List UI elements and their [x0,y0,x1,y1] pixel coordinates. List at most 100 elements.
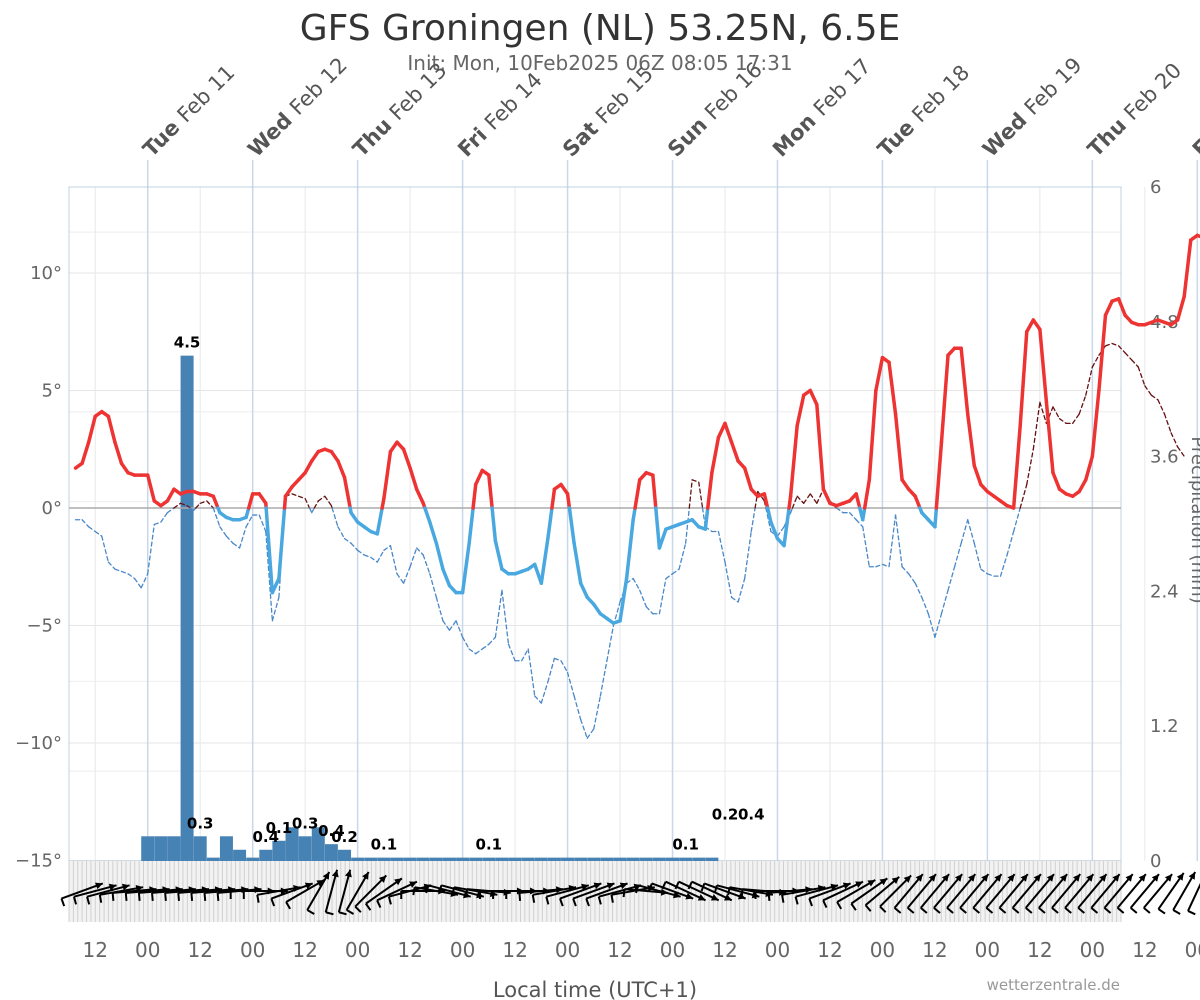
dewpoint-segment [1026,448,1034,486]
dewpoint-segment [1144,385,1153,396]
wind-feather [270,898,276,907]
wind-barb [1090,873,1121,914]
wind-feather [438,885,443,894]
temperature-series [73,233,1200,625]
temperature-segment [867,388,878,482]
wind-shaft [191,888,236,894]
precip-bar [561,857,575,861]
wind-feather [713,885,718,894]
temperature-segment [592,602,603,616]
wind-feather [648,883,653,892]
wind-shaft [637,884,681,898]
wind-barb [306,871,331,915]
wind-barb [998,873,1029,914]
dewpoint-segment [947,566,956,591]
wind-shaft [585,882,628,900]
wind-shaft [306,871,331,911]
dewpoint-segment [678,542,687,570]
wind-arrowhead [968,874,976,882]
wind-feather [794,896,799,905]
wind-shaft [73,884,117,898]
wind-arrowhead [1138,874,1146,882]
wind-shaft [61,882,104,900]
temperature-segment [408,466,419,491]
wind-barb [906,873,937,914]
temperature-segment [467,506,475,545]
wind-feather [1011,907,1020,914]
wind-arrowhead [1125,874,1133,882]
temperature-segment [710,435,721,475]
dewpoint-segment [599,660,608,697]
temperature-segment [788,424,799,498]
precip-bar [193,836,207,861]
dewpoint-segment [765,507,772,533]
wind-feather [879,905,887,913]
wind-feather [1051,907,1059,914]
dewpoint-segment [455,620,464,638]
precip-bar [351,857,365,861]
wind-feather [893,907,902,914]
temperature-segment [264,506,275,595]
wind-shaft [324,869,339,913]
wind-feather [610,894,614,903]
y-tick-label: −10° [15,733,62,754]
dewpoint-segment [606,624,615,662]
wind-arrowhead [362,871,369,880]
dewpoint-segment [101,535,110,563]
dewpoint-segment [212,507,221,528]
dewpoint-segment [416,547,424,556]
wind-feather [73,896,78,905]
wind-arrowhead [1086,874,1094,882]
wind-shaft [1103,873,1134,909]
wind-arrowhead [1033,874,1041,882]
dewpoint-segment [291,493,300,497]
wind-shaft [204,888,249,894]
wind-feather [285,901,291,910]
wind-arrowhead [1073,874,1081,882]
bottom-tick-label: 12 [922,938,947,962]
wind-feather [585,898,590,907]
dewpoint-segment [271,596,280,622]
wind-barb [1129,873,1160,914]
wind-shaft [972,873,1003,909]
wind-feather [972,907,981,914]
y-tick-label: −5° [26,616,62,637]
wind-shaft [678,880,720,902]
wind-arrowhead [867,880,876,887]
y-axis-ticks: 10° 5° 0° −5° −10° −15° [15,263,62,872]
wind-barb [635,884,681,899]
dewpoint-segment [593,695,602,730]
temperature-segment [401,447,412,470]
wind-arrowhead [710,894,719,901]
temperature-segment [257,492,268,506]
precip-bar [456,857,470,861]
wind-shaft [257,886,301,896]
day-date: Feb 12 [285,53,352,120]
precip-bar [442,857,456,861]
dewpoint-segment [173,502,182,509]
wind-shaft [151,888,196,894]
temperature-segment [959,346,970,416]
dewpoint-segment [225,535,234,544]
wind-shaft [572,882,615,900]
dewpoint-segment [1111,342,1120,347]
dewpoint-segment [350,542,359,551]
dewpoint-segment [888,514,897,568]
wind-feather [920,907,928,914]
wind-feather [412,887,416,896]
wind-barb [864,876,900,912]
wind-barb [893,873,924,914]
wind-shaft [337,869,352,913]
dewpoint-segment [688,479,693,509]
dewpoint-segment [684,507,690,544]
temperature-segment [246,492,255,510]
wind-feather [190,892,194,901]
dewpoint-segment [343,537,352,544]
dewpoint-segment [409,547,418,568]
wind-arrowhead [394,878,402,886]
wind-barb [376,880,418,908]
wind-shaft [598,884,642,898]
wind-feather [365,903,372,911]
temperature-segment [487,473,494,510]
wind-feather [376,899,382,908]
